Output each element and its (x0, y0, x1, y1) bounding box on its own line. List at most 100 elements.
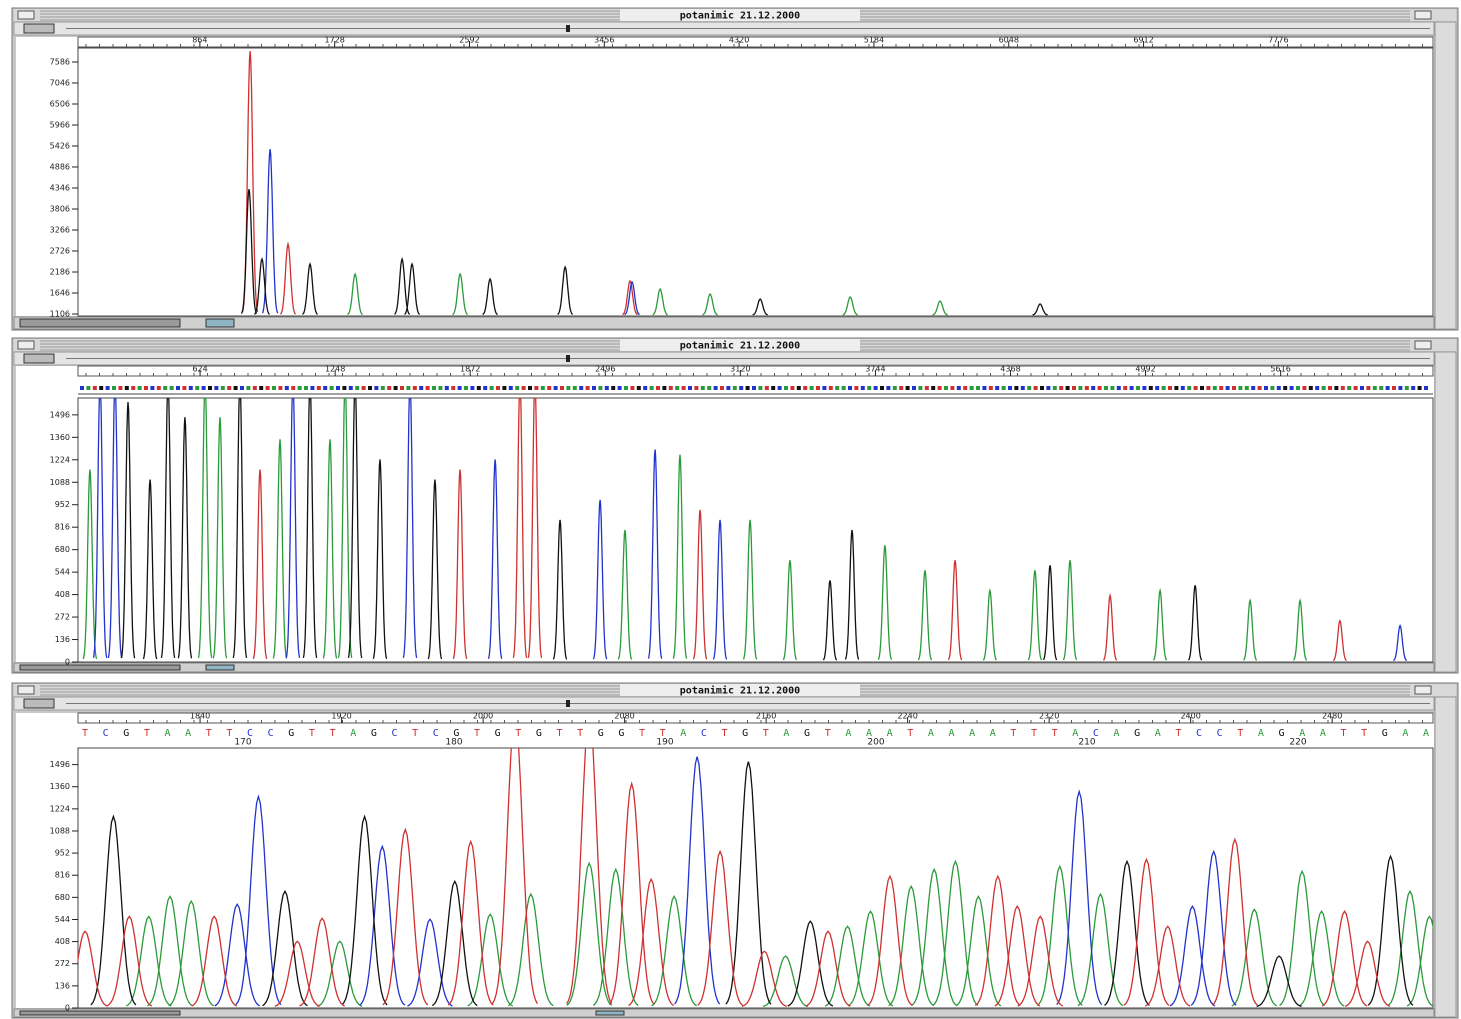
zoom-box[interactable] (1415, 11, 1431, 19)
base-dot (560, 386, 564, 390)
base-dot (579, 386, 583, 390)
close-box[interactable] (18, 11, 34, 19)
slider-thumb[interactable] (566, 355, 570, 362)
base-dot (234, 386, 238, 390)
base-dot (1155, 386, 1159, 390)
zoom-box[interactable] (1415, 686, 1431, 694)
base-dot (253, 386, 257, 390)
toolbar-button[interactable] (24, 354, 54, 363)
zoom-box[interactable] (1415, 341, 1431, 349)
base-dot (451, 386, 455, 390)
y-tick-label: 408 (55, 590, 70, 599)
base-dot (707, 386, 711, 390)
base-dot (842, 386, 846, 390)
base-dot (368, 386, 372, 390)
y-tick-label: 680 (55, 545, 70, 554)
base-dot (1283, 386, 1287, 390)
base-dot (99, 386, 103, 390)
x-tick-label: 2496 (595, 365, 615, 374)
base-dot (1366, 386, 1370, 390)
h-scroll-buttons[interactable] (20, 319, 180, 327)
base-dot (611, 386, 615, 390)
base-dot (829, 386, 833, 390)
y-tick-label: 544 (55, 568, 70, 577)
x-tick-label: 4368 (1000, 365, 1020, 374)
base-dot (643, 386, 647, 390)
x-tick-label: 7776 (1268, 36, 1288, 45)
base-dot (285, 386, 289, 390)
base-number: 170 (234, 738, 251, 748)
base-dot (502, 386, 506, 390)
h-scroll-thumb[interactable] (206, 665, 234, 670)
base-dot (515, 386, 519, 390)
window-title: potanimic 21.12.2000 (680, 685, 800, 697)
base-dot (125, 386, 129, 390)
base-dot (938, 386, 942, 390)
y-tick-label: 3266 (50, 226, 70, 235)
base-dot (1053, 386, 1057, 390)
base-dot (138, 386, 142, 390)
base-dot (1296, 386, 1300, 390)
plot-area (78, 398, 1433, 662)
base-dot (483, 386, 487, 390)
v-scrollbar[interactable] (1435, 22, 1456, 329)
base-dot (1066, 386, 1070, 390)
base-dot (1200, 386, 1204, 390)
base-dot (534, 386, 538, 390)
base-dot (170, 386, 174, 390)
base-number: 180 (445, 738, 462, 748)
base-dot (1322, 386, 1326, 390)
base-dot (1219, 386, 1223, 390)
base-dot (1232, 386, 1236, 390)
base-dot (867, 386, 871, 390)
v-scrollbar[interactable] (1435, 697, 1456, 1017)
base-dot (592, 386, 596, 390)
y-tick-label: 136 (55, 635, 70, 644)
base-dot (618, 386, 622, 390)
base-dot (1424, 386, 1428, 390)
x-tick-label: 6912 (1133, 36, 1153, 45)
v-scrollbar[interactable] (1435, 352, 1456, 672)
base-dot (1386, 386, 1390, 390)
base-dot (944, 386, 948, 390)
base-dot (656, 386, 660, 390)
base-dot (362, 386, 366, 390)
y-tick-label: 2726 (50, 247, 70, 256)
base-dot (1251, 386, 1255, 390)
base-dot (899, 386, 903, 390)
y-tick-label: 0 (65, 1004, 70, 1013)
toolbar-button[interactable] (24, 24, 54, 33)
base-dot (541, 386, 545, 390)
close-box[interactable] (18, 341, 34, 349)
y-tick-label: 408 (55, 937, 70, 946)
window: potanimic 21.12.200018401920200020802160… (12, 683, 1458, 1018)
y-tick-label: 2186 (50, 268, 70, 277)
toolbar-button[interactable] (24, 699, 54, 708)
base-dot (1110, 386, 1114, 390)
ruler (78, 37, 1433, 47)
base-dot (1136, 386, 1140, 390)
h-scrollbar[interactable] (14, 1009, 1434, 1017)
x-tick-label: 4320 (729, 36, 749, 45)
base-dot (406, 386, 410, 390)
y-tick-label: 816 (55, 871, 70, 880)
h-scroll-thumb[interactable] (596, 1011, 624, 1015)
base-dot (1091, 386, 1095, 390)
slider-thumb[interactable] (566, 25, 570, 32)
slider-thumb[interactable] (566, 700, 570, 707)
h-scroll-buttons[interactable] (20, 665, 180, 670)
base-number: 210 (1078, 738, 1095, 748)
close-box[interactable] (18, 686, 34, 694)
y-tick-label: 1360 (50, 782, 70, 791)
base-dot (150, 386, 154, 390)
base-dot (675, 386, 679, 390)
base-dot (886, 386, 890, 390)
base-dot (342, 386, 346, 390)
base-dot (1162, 386, 1166, 390)
base-dot (445, 386, 449, 390)
base-dot (202, 386, 206, 390)
h-scroll-thumb[interactable] (206, 319, 234, 327)
base-dot (227, 386, 231, 390)
y-tick-label: 1496 (50, 760, 70, 769)
h-scroll-buttons[interactable] (20, 1011, 180, 1015)
